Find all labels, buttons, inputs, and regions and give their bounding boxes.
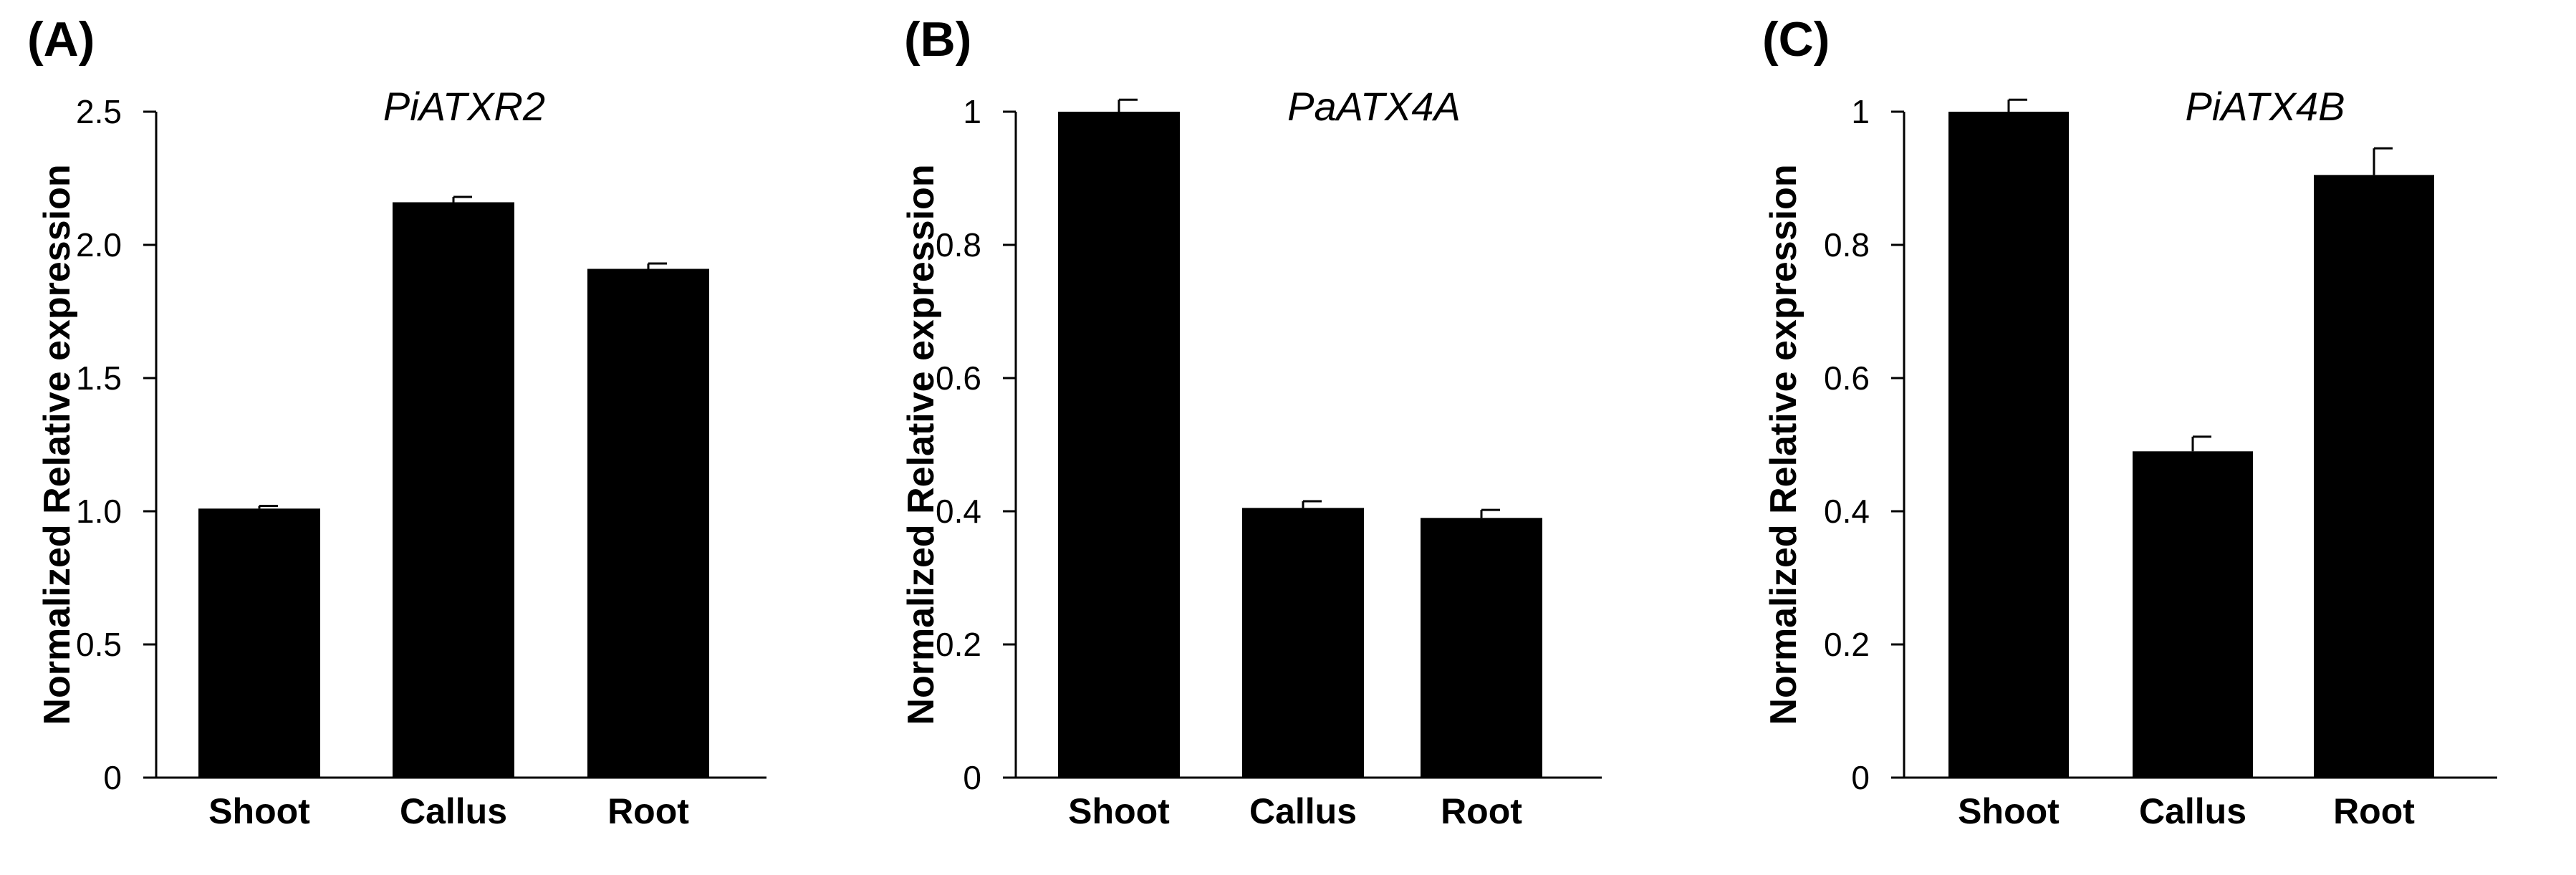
- x-tick-label: Callus: [400, 791, 507, 831]
- y-tick-label: 0: [1851, 759, 1870, 796]
- y-tick-label: 0.8: [936, 226, 981, 264]
- y-tick-label: 0.8: [1824, 226, 1870, 264]
- bar-root: [1421, 518, 1542, 778]
- y-tick-label: 2.5: [76, 93, 122, 130]
- x-tick-label: Shoot: [1068, 791, 1170, 831]
- bar-shoot: [1948, 112, 2069, 778]
- y-tick-label: 2.0: [76, 226, 122, 264]
- chart-panel-3: (C) PiATX4B Normalized Relative expression…: [1762, 12, 2497, 831]
- y-tick-label: 0.2: [936, 626, 981, 663]
- x-tick-label: Callus: [2139, 791, 2246, 831]
- x-tick-label: Root: [2333, 791, 2415, 831]
- bar-shoot: [1058, 112, 1180, 778]
- chart-title: PiATXR2: [383, 84, 545, 129]
- bar-root: [2314, 175, 2434, 778]
- y-tick-label: 0.6: [1824, 359, 1870, 397]
- x-tick-label: Shoot: [1958, 791, 2060, 831]
- y-tick-label: 1: [963, 93, 981, 130]
- y-axis-label: Normalized Relative expression: [1763, 164, 1804, 725]
- chart-panel-1: (A) PiATXR2 Normalized Relative expression…: [27, 12, 766, 831]
- y-tick-label: 0.4: [1824, 493, 1870, 530]
- y-axis-label: Normalized Relative expression: [900, 164, 942, 725]
- y-tick-label: 1.0: [76, 493, 122, 530]
- chart-title: PaATX4A: [1287, 84, 1461, 129]
- y-tick-label: 0.4: [936, 493, 981, 530]
- bar-root: [587, 269, 709, 778]
- y-tick-label: 0: [963, 759, 981, 796]
- y-tick-label: 1.5: [76, 359, 122, 397]
- chart-title: PiATX4B: [2185, 84, 2345, 129]
- y-tick-label: 0.5: [76, 626, 122, 663]
- panel-letter: (C): [1762, 12, 1830, 67]
- y-tick-label: 0: [103, 759, 122, 796]
- bar-shoot: [198, 508, 320, 778]
- chart-panel-2: (B) PaATX4A Normalized Relative expression…: [900, 12, 1602, 831]
- y-tick-label: 1: [1851, 93, 1870, 130]
- panel-letter: (A): [27, 12, 95, 67]
- bar-callus: [1242, 508, 1364, 778]
- x-tick-label: Root: [1441, 791, 1522, 831]
- y-axis-label: Normalized Relative expression: [37, 164, 78, 725]
- x-tick-label: Root: [607, 791, 689, 831]
- bar-callus: [2133, 451, 2253, 778]
- x-tick-label: Callus: [1249, 791, 1357, 831]
- x-tick-label: Shoot: [208, 791, 310, 831]
- y-tick-label: 0.2: [1824, 626, 1870, 663]
- y-tick-label: 0.6: [936, 359, 981, 397]
- panel-letter: (B): [904, 12, 971, 67]
- bar-callus: [393, 202, 514, 778]
